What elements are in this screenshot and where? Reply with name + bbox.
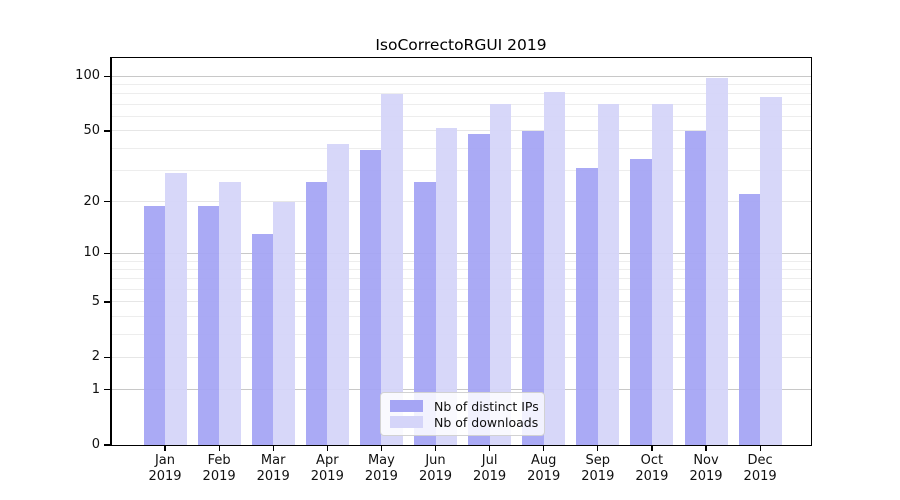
bar-distinct-ips-aug [522, 130, 544, 445]
major-gridline-1 [111, 389, 811, 391]
x-tick-label-dec: Dec 2019 [743, 453, 777, 484]
left-spine [110, 57, 112, 446]
legend-item-distinct-ips: Nb of distinct IPs [390, 398, 539, 414]
bar-downloads-oct [651, 104, 674, 445]
x-tick-label-jul: Jul 2019 [473, 453, 507, 484]
minor-gridline-7 [111, 278, 811, 280]
bar-distinct-ips-feb [197, 205, 220, 445]
minor-gridline-4 [111, 315, 811, 317]
y-tick-label-20: 20 [83, 193, 100, 209]
right-spine [810, 57, 812, 446]
top-spine [110, 56, 812, 59]
legend-item-downloads: Nb of downloads [390, 414, 539, 430]
x-tick-label-jan: Jan 2019 [148, 453, 182, 484]
legend-swatch-downloads [390, 416, 423, 428]
gridline-5 [111, 301, 811, 303]
y-tick-label-5: 5 [91, 293, 100, 309]
gridline-50 [111, 130, 811, 132]
gridline-2 [111, 356, 811, 358]
y-tick-mark-100 [104, 75, 111, 77]
bars-layer [111, 58, 811, 445]
chart-title: IsoCorrectoRGUI 2019 [375, 36, 547, 54]
bar-distinct-ips-mar [251, 234, 274, 445]
x-tick-mark-aug [543, 446, 545, 451]
minor-gridline-3 [111, 333, 811, 335]
minor-gridline-9 [111, 260, 811, 262]
bar-downloads-feb [219, 181, 241, 445]
y-tick-mark-0 [104, 444, 111, 446]
x-tick-mark-jun [434, 446, 437, 451]
minor-gridline-8 [111, 268, 811, 270]
y-tick-mark-1 [104, 389, 111, 391]
bar-distinct-ips-jan [143, 205, 165, 445]
minor-gridline-40 [111, 147, 811, 149]
bar-downloads-dec [760, 96, 782, 445]
y-tick-label-10: 10 [83, 245, 100, 261]
y-tick-mark-2 [104, 356, 111, 358]
bar-downloads-may [381, 93, 403, 445]
y-tick-mark-5 [104, 301, 111, 303]
y-tick-mark-10 [104, 252, 111, 255]
x-tick-mark-oct [651, 446, 653, 451]
x-tick-mark-mar [272, 446, 274, 451]
x-tick-label-apr: Apr 2019 [310, 453, 344, 484]
y-tick-label-50: 50 [83, 122, 100, 138]
x-tick-label-feb: Feb 2019 [202, 453, 236, 484]
legend-label-distinct-ips: Nb of distinct IPs [434, 398, 539, 414]
x-tick-mark-jan [164, 446, 166, 451]
y-tick-label-0: 0 [91, 437, 100, 452]
x-tick-mark-sep [597, 446, 599, 451]
minor-gridline-70 [111, 103, 811, 105]
bar-downloads-jan [165, 173, 187, 445]
y-tick-mark-50 [104, 130, 111, 132]
bar-downloads-mar [273, 201, 295, 445]
y-tick-label-100: 100 [75, 68, 100, 84]
bar-downloads-aug [543, 91, 566, 445]
bar-distinct-ips-apr [305, 181, 328, 445]
bar-downloads-jul [489, 104, 512, 445]
bar-distinct-ips-dec [738, 194, 761, 445]
x-tick-label-oct: Oct 2019 [635, 453, 669, 484]
y-tick-label-1: 1 [91, 381, 100, 397]
bar-distinct-ips-sep [576, 168, 598, 445]
bar-downloads-jun [435, 127, 457, 445]
x-tick-mark-dec [759, 446, 761, 451]
minor-gridline-90 [111, 84, 811, 86]
gridlines-layer [111, 58, 811, 445]
bar-distinct-ips-jul [468, 134, 490, 445]
bar-distinct-ips-jun [414, 181, 436, 445]
x-tick-label-aug: Aug 2019 [527, 453, 561, 484]
x-tick-mark-feb [218, 446, 220, 451]
x-tick-label-mar: Mar 2019 [256, 453, 290, 484]
x-tick-label-jun: Jun 2019 [418, 453, 453, 484]
x-tick-label-may: May 2019 [364, 453, 398, 484]
bar-distinct-ips-nov [684, 130, 706, 445]
x-tick-mark-nov [705, 446, 707, 451]
y-tick-mark-20 [104, 201, 111, 203]
bar-downloads-apr [327, 144, 349, 445]
legend-label-downloads: Nb of downloads [434, 414, 539, 430]
bar-downloads-nov [706, 77, 728, 445]
y-tick-label-2: 2 [91, 349, 100, 365]
major-gridline-10 [111, 252, 811, 254]
x-tick-label-sep: Sep 2019 [581, 453, 615, 484]
x-tick-label-nov: Nov 2019 [689, 453, 723, 484]
gridline-20 [111, 201, 811, 203]
legend-swatch-distinct-ips [390, 400, 423, 412]
x-tick-mark-may [380, 446, 383, 451]
minor-gridline-30 [111, 170, 811, 172]
legend: Nb of distinct IPs Nb of downloads [380, 392, 545, 436]
bar-distinct-ips-may [359, 150, 382, 445]
plot-area [111, 58, 811, 445]
x-tick-mark-jul [489, 446, 491, 451]
major-gridline-100 [111, 75, 811, 77]
bar-downloads-sep [597, 104, 620, 445]
bar-distinct-ips-oct [630, 158, 652, 445]
bottom-spine [110, 444, 812, 447]
minor-gridline-6 [111, 289, 811, 290]
minor-gridline-80 [111, 93, 811, 95]
minor-gridline-60 [111, 115, 811, 117]
x-tick-mark-apr [326, 446, 328, 451]
